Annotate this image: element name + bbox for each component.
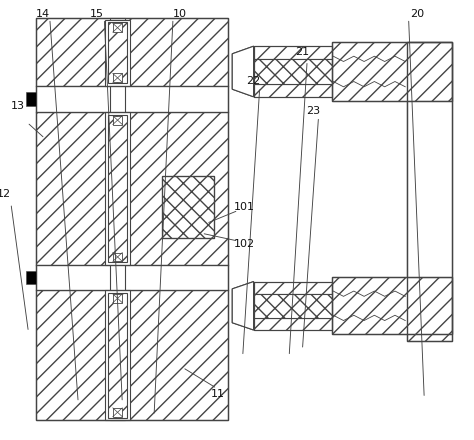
Bar: [332, 42, 452, 101]
Bar: [254, 46, 332, 97]
Bar: [113, 73, 122, 82]
Polygon shape: [232, 46, 254, 97]
Bar: [407, 42, 452, 341]
Bar: [108, 22, 127, 83]
Polygon shape: [232, 46, 254, 97]
Bar: [36, 265, 228, 290]
Bar: [26, 92, 36, 106]
Text: 10: 10: [173, 9, 187, 19]
Bar: [105, 290, 130, 420]
Text: 14: 14: [36, 9, 50, 19]
Bar: [36, 290, 228, 420]
Text: 13: 13: [11, 101, 25, 110]
Bar: [26, 271, 36, 284]
Bar: [254, 294, 332, 318]
Bar: [110, 18, 125, 420]
Bar: [254, 282, 332, 330]
Text: 12: 12: [0, 189, 11, 198]
Bar: [162, 176, 214, 238]
Bar: [113, 294, 122, 303]
Bar: [105, 112, 130, 265]
Polygon shape: [232, 282, 254, 330]
Bar: [332, 277, 452, 334]
Bar: [113, 253, 122, 261]
Bar: [332, 42, 452, 101]
Bar: [254, 282, 332, 294]
Bar: [36, 18, 228, 420]
Bar: [162, 176, 214, 238]
Text: 22: 22: [246, 77, 261, 86]
Bar: [254, 84, 332, 97]
Text: 21: 21: [295, 47, 310, 57]
Text: 101: 101: [234, 202, 255, 212]
Bar: [407, 101, 452, 277]
Bar: [113, 116, 122, 125]
Bar: [36, 18, 228, 86]
Bar: [254, 46, 332, 59]
Bar: [108, 293, 127, 418]
Bar: [113, 408, 122, 417]
Bar: [254, 318, 332, 330]
Text: 23: 23: [306, 106, 320, 116]
Bar: [36, 86, 228, 112]
Text: 15: 15: [90, 9, 104, 19]
Bar: [113, 23, 122, 32]
Bar: [332, 277, 452, 334]
Bar: [108, 115, 127, 262]
Bar: [407, 42, 452, 341]
Text: 20: 20: [410, 9, 424, 19]
Text: 102: 102: [234, 239, 255, 249]
Polygon shape: [232, 282, 254, 330]
Bar: [254, 59, 332, 84]
Bar: [105, 20, 130, 86]
Bar: [36, 112, 228, 265]
Text: 11: 11: [211, 389, 225, 399]
